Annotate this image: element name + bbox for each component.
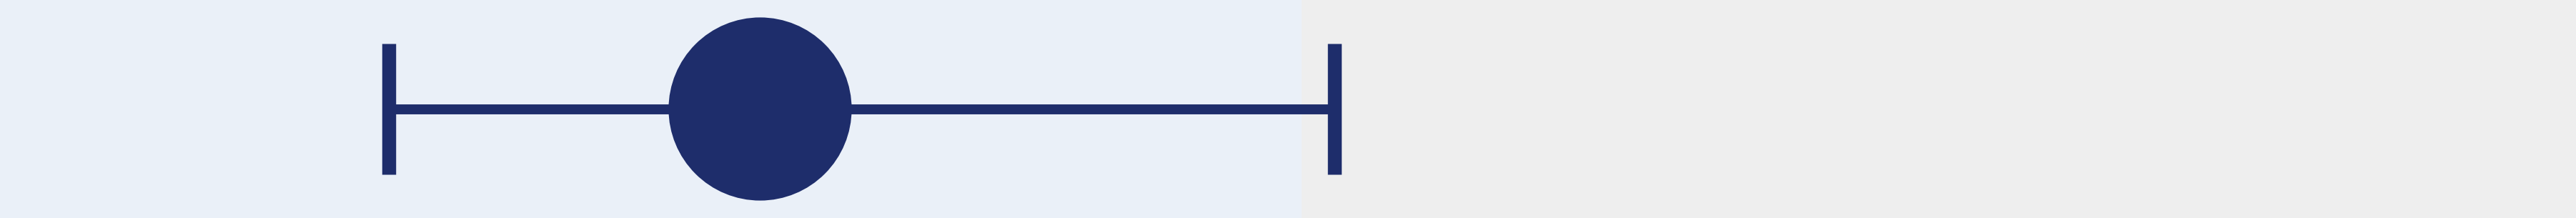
- Ellipse shape: [667, 17, 853, 201]
- FancyBboxPatch shape: [1301, 0, 2576, 218]
- FancyBboxPatch shape: [0, 0, 1301, 218]
